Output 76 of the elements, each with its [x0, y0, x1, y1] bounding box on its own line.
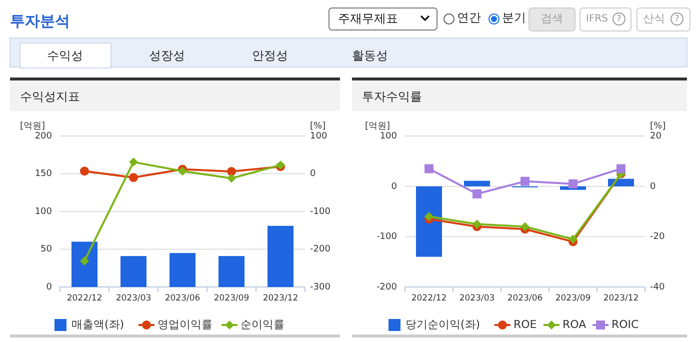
bar [72, 242, 98, 287]
y2-tick-label: 100 [310, 131, 328, 142]
x-tick-label: 2022/12 [66, 293, 102, 304]
text: 분기 [502, 10, 526, 24]
y-axis-title: [억원] [20, 121, 46, 132]
point [472, 220, 482, 229]
chart-title: 투자수익률 [362, 89, 422, 104]
point [424, 212, 434, 222]
text: ? [616, 14, 622, 24]
x-tick-label: 2023/12 [603, 293, 639, 304]
y-tick-label: 100 [34, 206, 52, 217]
point [129, 173, 138, 182]
point [227, 166, 236, 176]
y-tick-label: 0 [46, 282, 52, 292]
text: 성장성 [149, 48, 185, 62]
legend-label: 영업이익률 [158, 318, 212, 332]
x-tick-label: 2023/06 [164, 293, 200, 304]
legend-label: 당기순이익(좌) [406, 318, 480, 332]
bar [268, 226, 294, 287]
x-tick-label: 2022/12 [411, 293, 447, 304]
bar [416, 186, 442, 257]
y2-tick-label: -20 [650, 232, 665, 242]
text: 활동성 [352, 48, 388, 62]
point [80, 166, 89, 176]
y-tick-label: 50 [40, 244, 52, 255]
text: 산식 [643, 12, 665, 26]
y2-tick-label: -100 [310, 206, 331, 217]
bar [464, 180, 490, 186]
y2-tick-label: 0 [650, 182, 656, 192]
text: 연간 [457, 10, 481, 24]
point [520, 222, 530, 232]
y2-tick-label: -300 [310, 282, 331, 292]
text: 투자분석 [10, 12, 70, 30]
y2-tick-label: -200 [310, 244, 331, 255]
y-axis-title: [억원] [365, 121, 390, 132]
point [568, 234, 578, 244]
y-tick-label: -100 [376, 232, 398, 242]
x-tick-label: 2023/06 [507, 293, 543, 304]
text: IFRS [586, 14, 608, 25]
x-tick-label: 2023/09 [555, 293, 591, 304]
point [227, 174, 236, 183]
text: 안정성 [252, 48, 288, 62]
point [424, 164, 434, 174]
point [472, 189, 482, 198]
legend-label: 순이익률 [240, 318, 284, 332]
point [520, 176, 530, 186]
x-tick-label: 2023/09 [214, 293, 250, 304]
y2-tick-label: 20 [650, 131, 662, 142]
y-tick-label: 100 [380, 131, 398, 142]
legend-label: ROIC [612, 318, 640, 332]
y-tick-label: -200 [376, 282, 398, 292]
text: 주재무제표 [338, 11, 398, 26]
legend-label: ROE [514, 318, 537, 332]
y-tick-label: 150 [34, 169, 52, 180]
chart-title: 수익성지표 [20, 89, 80, 104]
y2-tick-label: 0 [310, 169, 316, 180]
point [616, 164, 626, 174]
y2-axis-title: [%] [310, 121, 326, 132]
bar [170, 253, 196, 287]
legend-label: ROA [562, 318, 587, 332]
x-tick-label: 2023/03 [116, 293, 152, 304]
point [129, 158, 138, 167]
bar [120, 256, 146, 287]
y-tick-label: 0 [391, 182, 398, 192]
y2-axis-title: [%] [650, 121, 666, 132]
point [568, 179, 578, 188]
x-tick-label: 2023/12 [262, 293, 298, 304]
x-tick-label: 2023/03 [459, 293, 495, 304]
y-tick-label: 200 [34, 131, 52, 142]
text: ? [674, 14, 680, 24]
legend-label: 매출액(좌) [72, 318, 124, 332]
text: 수익성 [47, 48, 83, 62]
bar [218, 256, 244, 287]
point [80, 256, 89, 266]
text: 검색 [541, 12, 563, 26]
y2-tick-label: -40 [650, 282, 665, 292]
